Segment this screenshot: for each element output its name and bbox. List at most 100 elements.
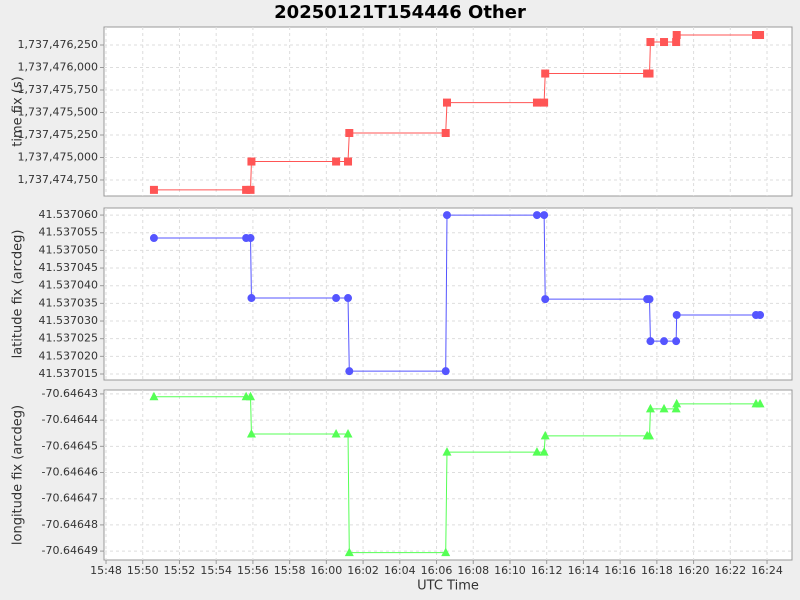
y-tick-label: 1,737,475,250 [18, 128, 98, 141]
data-point [672, 38, 681, 47]
y-axis-label: latitude fix (arcdeg) [11, 230, 26, 359]
y-tick-label: 1,737,476,250 [18, 38, 98, 51]
x-tick-label: 16:18 [641, 564, 673, 577]
y-tick-label: 1,737,476,000 [18, 60, 98, 73]
data-point [442, 447, 452, 456]
y-tick-label: -70.64649 [42, 544, 98, 557]
data-point [332, 157, 341, 166]
x-tick-label: 16:12 [531, 564, 563, 577]
data-point [646, 38, 655, 47]
data-point [756, 311, 765, 320]
data-point [343, 429, 353, 438]
plot-area [103, 207, 793, 381]
y-tick-label: 1,737,475,500 [18, 105, 98, 118]
data-point [442, 98, 451, 107]
data-point [645, 295, 654, 304]
data-point [242, 185, 251, 194]
x-axis-label: UTC Time [417, 579, 479, 594]
data-point [752, 31, 761, 40]
data-point [149, 391, 159, 401]
y-tick-label: -70.64648 [42, 518, 98, 531]
data-point [539, 447, 549, 456]
x-tick-label: 15:52 [164, 564, 196, 577]
data-point [246, 234, 255, 243]
data-point [345, 367, 354, 376]
data-point [441, 547, 451, 557]
data-point [540, 430, 550, 440]
data-point [646, 337, 655, 346]
x-tick-label: 16:22 [714, 564, 746, 577]
y-tick-label: -70.64645 [42, 439, 98, 452]
data-point [532, 447, 542, 456]
data-point [246, 429, 256, 438]
plot-area [103, 26, 793, 197]
data-point [672, 31, 681, 40]
y-tick-label: -70.64647 [42, 492, 98, 505]
chart-title: 20250121T154446 Other [274, 2, 526, 23]
y-tick-label: 1,737,474,750 [18, 173, 98, 186]
data-point [247, 294, 256, 303]
x-tick-label: 16:24 [751, 564, 783, 577]
data-point [331, 429, 341, 438]
data-point [540, 98, 549, 107]
y-tick-label: 1,737,475,000 [18, 150, 98, 163]
data-point [344, 157, 353, 166]
x-tick-label: 16:04 [384, 564, 416, 577]
y-tick-label: 1,737,475,750 [18, 83, 98, 96]
data-point [660, 38, 669, 47]
data-point [540, 211, 549, 220]
data-point [541, 295, 550, 304]
data-point [671, 403, 681, 413]
data-point [645, 69, 654, 78]
x-tick-label: 16:00 [311, 564, 343, 577]
data-point [672, 337, 681, 346]
data-point [672, 398, 682, 408]
data-point [645, 403, 655, 413]
y-tick-label: -70.64646 [42, 466, 98, 479]
data-point [660, 337, 669, 346]
x-tick-label: 16:16 [604, 564, 636, 577]
x-tick-label: 16:20 [678, 564, 710, 577]
data-point [532, 98, 541, 107]
data-point [441, 367, 450, 376]
y-tick-label: 41.537015 [39, 367, 99, 380]
data-point [345, 129, 354, 138]
x-tick-label: 16:06 [421, 564, 453, 577]
data-point [149, 185, 158, 194]
y-tick-label: 41.537025 [39, 332, 99, 345]
plot-area [103, 389, 793, 561]
data-point [645, 430, 655, 440]
x-tick-label: 15:58 [274, 564, 306, 577]
data-point [246, 391, 256, 401]
data-point [672, 311, 681, 320]
y-tick-label: 41.537020 [39, 349, 99, 362]
x-tick-label: 16:10 [494, 564, 526, 577]
y-tick-label: -70.64644 [42, 413, 98, 426]
data-point [442, 211, 451, 220]
y-tick-label: 41.537035 [39, 296, 99, 309]
y-tick-label: 41.537045 [39, 261, 99, 274]
y-axis-label: time fix (s) [11, 76, 26, 146]
data-point [149, 234, 158, 243]
y-axis-label: longitude fix (arcdeg) [11, 405, 26, 545]
x-tick-label: 15:56 [237, 564, 269, 577]
data-point [344, 294, 353, 303]
x-tick-label: 16:02 [347, 564, 379, 577]
data-point [532, 211, 541, 220]
data-point [756, 31, 765, 40]
y-tick-label: -70.64643 [42, 387, 98, 400]
data-point [344, 547, 354, 557]
data-point [659, 403, 669, 413]
y-tick-label: 41.537040 [39, 279, 99, 292]
y-tick-label: 41.537030 [39, 314, 99, 327]
data-point [755, 398, 765, 408]
x-tick-label: 16:08 [457, 564, 489, 577]
x-tick-label: 15:54 [200, 564, 232, 577]
x-tick-label: 16:14 [568, 564, 600, 577]
y-tick-label: 41.537060 [39, 208, 99, 221]
data-point [246, 185, 255, 194]
x-tick-label: 15:50 [127, 564, 159, 577]
y-tick-label: 41.537055 [39, 226, 99, 239]
x-tick-label: 15:48 [90, 564, 122, 577]
